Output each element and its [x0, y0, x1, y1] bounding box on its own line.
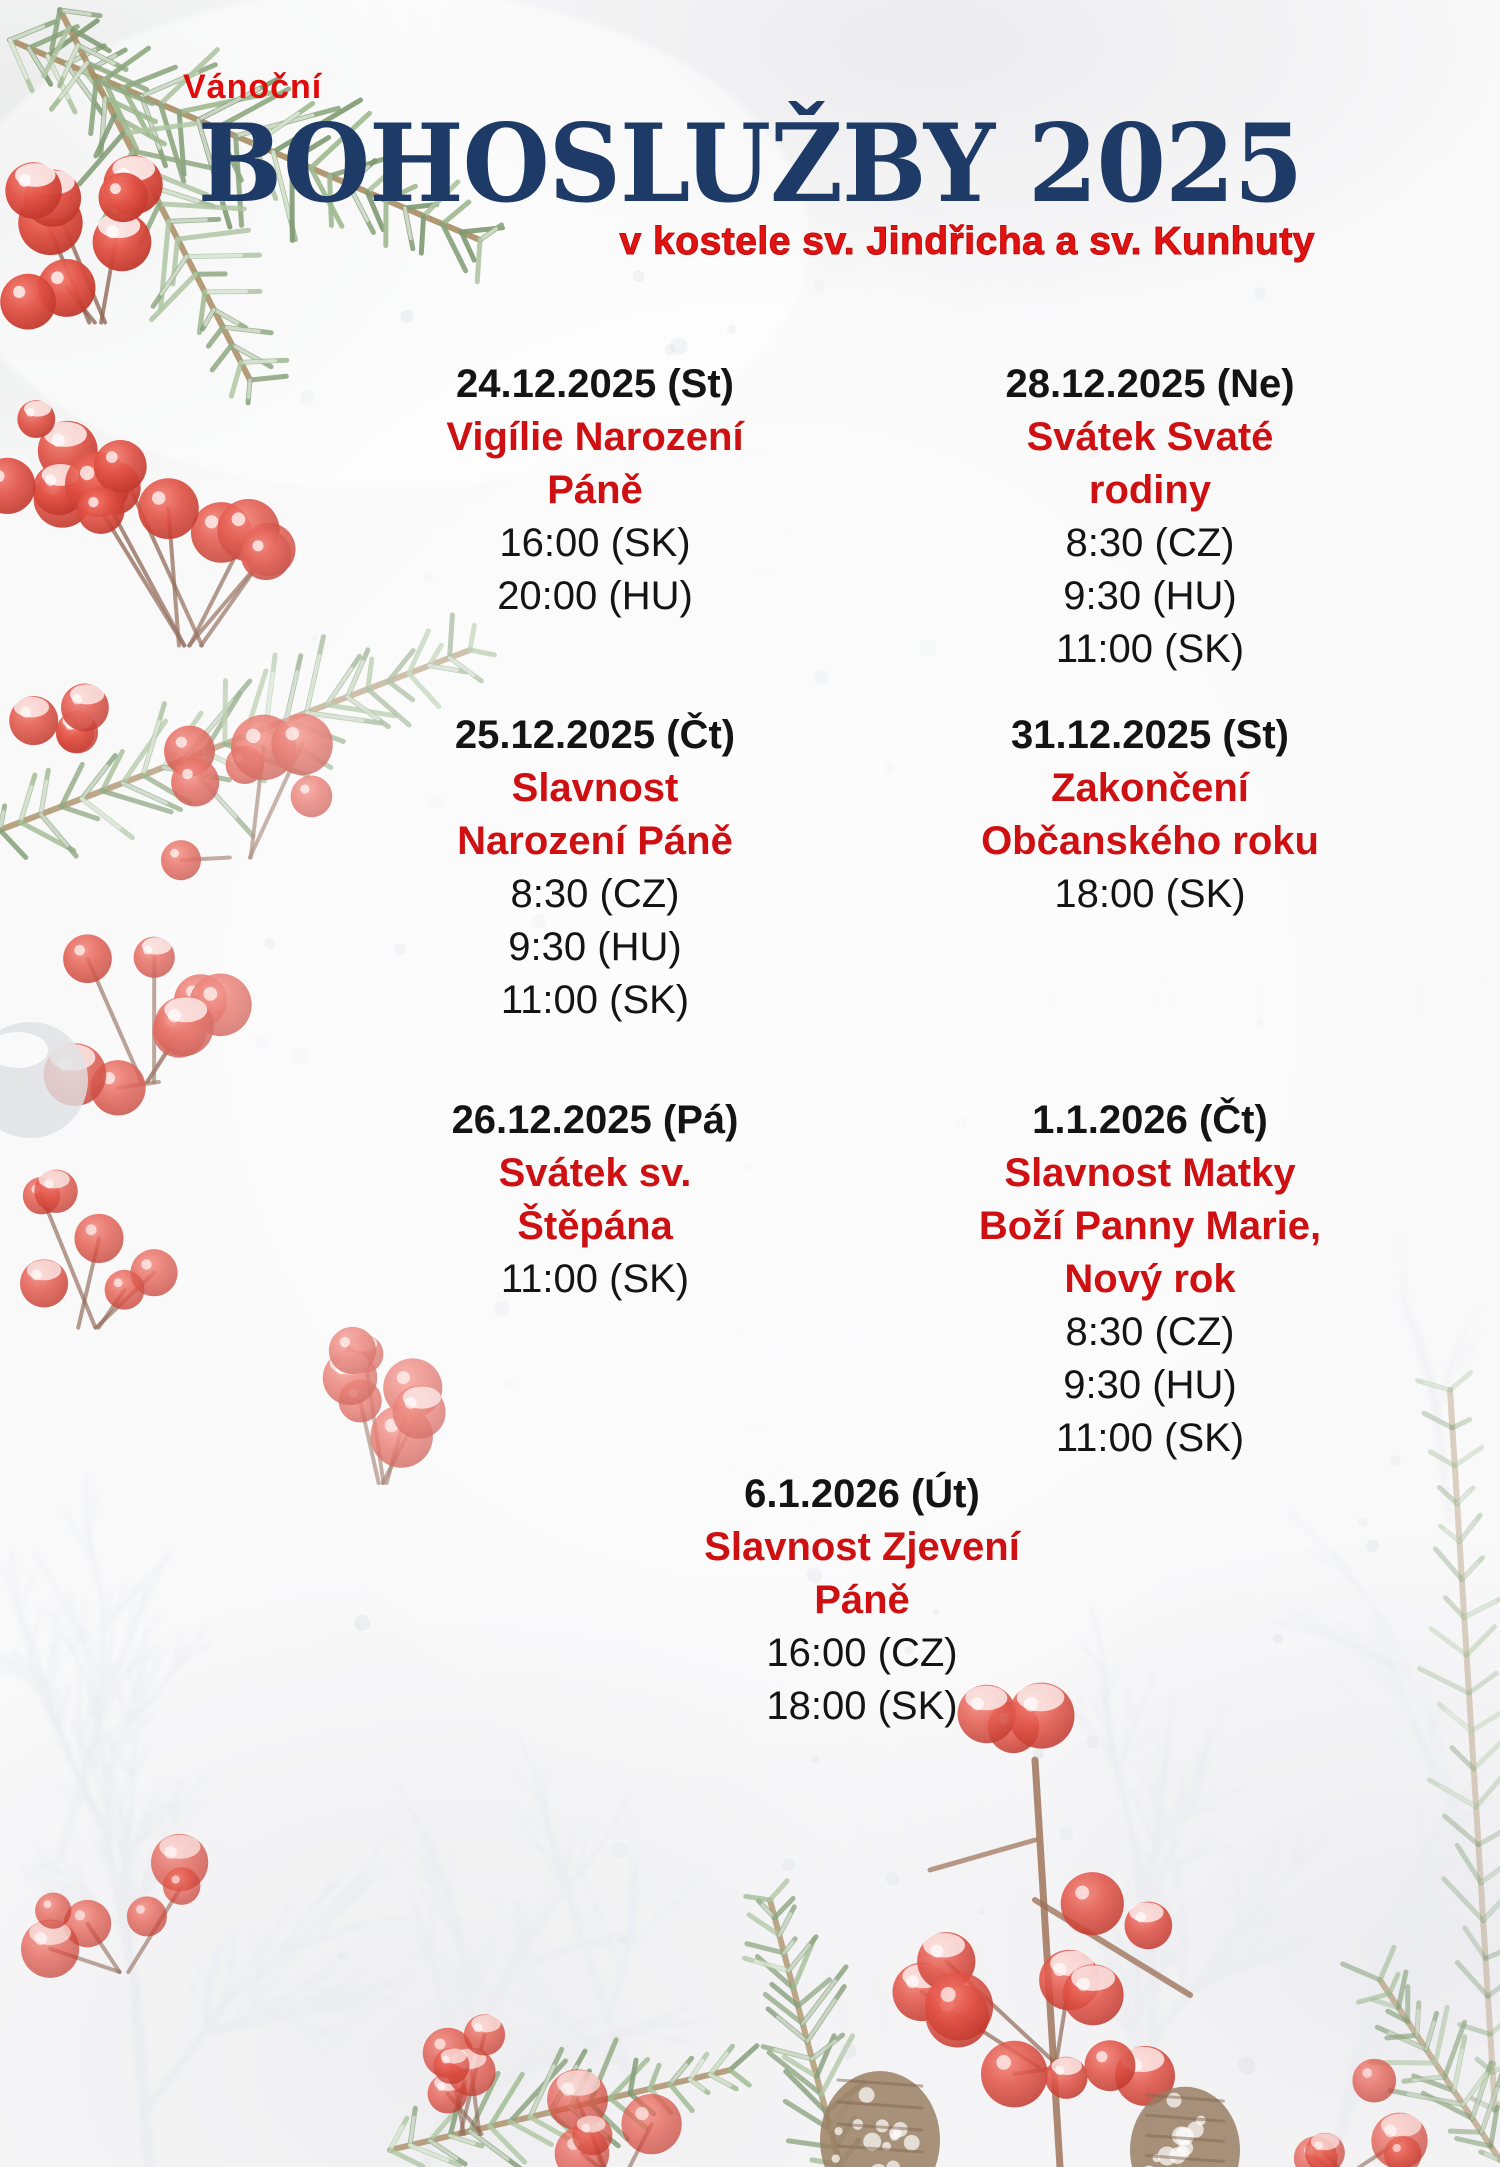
event-name-line: Slavnost: [511, 766, 679, 810]
event-name-line: Zakončení: [1051, 766, 1249, 810]
event-name-line: Svátek Svaté: [1026, 415, 1274, 459]
event-name-line: Narození Páně: [457, 819, 733, 863]
event-time: 9:30 (HU): [508, 925, 682, 969]
event-block: 28.12.2025 (Ne) Svátek Svaté rodiny 8:30 (C…: [970, 358, 1330, 676]
poster-kicker: Vánoční: [183, 68, 323, 106]
event-name-line: Páně: [547, 468, 643, 512]
event-name-line: Nový rok: [1064, 1257, 1236, 1301]
event-time: 20:00 (HU): [497, 574, 693, 618]
event-time: 11:00 (SK): [1055, 627, 1245, 671]
event-name-line: rodiny: [1088, 468, 1212, 512]
event-name-line: Páně: [814, 1578, 910, 1622]
event-block: 6.1.2026 (Út) Slavnost Zjevení Páně 16:00 (…: [682, 1468, 1042, 1733]
event-name-line: Vigílie Narození: [446, 415, 744, 459]
event-time: 8:30 (CZ): [510, 872, 680, 916]
event-time: 9:30 (HU): [1063, 1363, 1237, 1407]
event-date: 28.12.2025 (Ne): [1005, 362, 1295, 406]
poster-title: BOHOSLUŽBY 2025: [197, 99, 1304, 227]
event-name-line: Slavnost Zjevení: [704, 1525, 1020, 1569]
event-block: 26.12.2025 (Pá) Svátek sv. Štěpána 11:00 (S…: [415, 1094, 775, 1306]
event-name-line: Boží Panny Marie,: [978, 1204, 1322, 1248]
event-name-line: Svátek sv.: [498, 1151, 692, 1195]
event-time: 18:00 (SK): [766, 1684, 958, 1728]
event-time: 11:00 (SK): [500, 1257, 690, 1301]
event-block: 25.12.2025 (Čt) Slavnost Narození Páně 8:30…: [415, 709, 775, 1027]
event-date: 25.12.2025 (Čt): [454, 713, 736, 757]
event-block: 24.12.2025 (St) Vigílie Narození Páně 16:00…: [415, 358, 775, 623]
event-date: 24.12.2025 (St): [456, 362, 734, 406]
event-time: 11:00 (SK): [500, 978, 690, 1022]
event-block: 31.12.2025 (St) Zakončení Občanského roku 1…: [970, 709, 1330, 921]
event-name-line: Štěpána: [517, 1204, 673, 1248]
event-time: 8:30 (CZ): [1065, 1310, 1235, 1354]
event-name-line: Slavnost Matky: [1004, 1151, 1296, 1195]
event-time: 16:00 (SK): [499, 521, 691, 565]
event-time: 9:30 (HU): [1063, 574, 1237, 618]
event-date: 1.1.2026 (Čt): [1032, 1098, 1268, 1142]
event-time: 18:00 (SK): [1054, 872, 1246, 916]
event-block: 1.1.2026 (Čt) Slavnost Matky Boží Panny Ma…: [970, 1094, 1330, 1465]
event-time: 16:00 (CZ): [766, 1631, 958, 1675]
event-time: 11:00 (SK): [1055, 1416, 1245, 1460]
event-name-line: Občanského roku: [981, 819, 1319, 863]
event-date: 6.1.2026 (Út): [744, 1472, 980, 1516]
event-date: 26.12.2025 (Pá): [451, 1098, 739, 1142]
event-date: 31.12.2025 (St): [1011, 713, 1289, 757]
poster-subtitle: v kostele sv. Jindřicha a sv. Kunhuty: [619, 220, 1315, 264]
event-time: 8:30 (CZ): [1065, 521, 1235, 565]
